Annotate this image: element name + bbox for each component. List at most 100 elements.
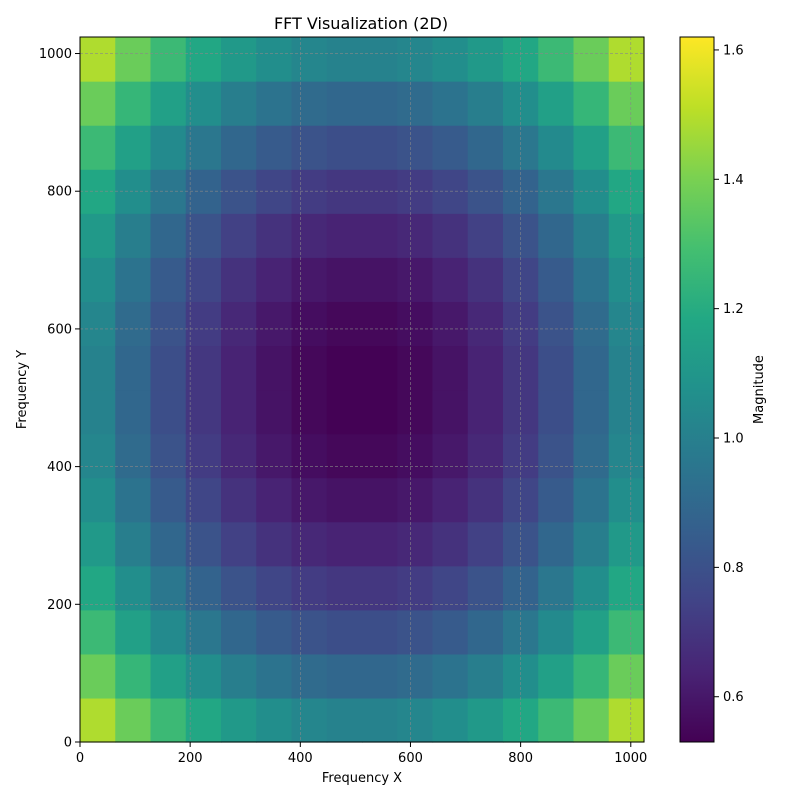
heatmap-cell [150,213,187,258]
heatmap-cell [467,213,504,258]
heatmap-cell [608,257,645,302]
heatmap-cell [150,521,187,567]
heatmap-cell [185,609,222,655]
heatmap-cells [80,37,645,743]
heatmap-cell [397,301,434,347]
heatmap-cell [150,477,187,523]
heatmap-cell [221,565,257,611]
heatmap-cell [397,565,434,611]
heatmap-cell [326,609,363,655]
heatmap-cell [221,81,257,126]
heatmap-cell [221,257,257,302]
heatmap-cell [115,345,152,391]
heatmap-cell [150,81,187,126]
heatmap-cell [432,653,469,699]
chart-title: FFT Visualization (2D) [274,14,448,33]
x-axis-label: Frequency X [322,771,402,786]
heatmap-cell [150,653,187,699]
heatmap-cell [150,125,187,170]
x-tick-label: 200 [178,751,203,766]
heatmap-cell [538,37,575,82]
heatmap-cell [432,345,469,391]
heatmap-cell [573,521,610,567]
heatmap-cell [291,301,328,347]
heatmap-cell [608,389,645,435]
heatmap-cell [185,697,222,743]
heatmap-cell [80,301,116,347]
heatmap-cell [608,697,645,743]
heatmap-cell [432,433,469,479]
heatmap-cell [538,433,575,479]
heatmap-cell [221,213,257,258]
heatmap-cell [573,477,610,523]
heatmap-cell [115,257,152,302]
heatmap-cell [221,653,257,699]
x-tick-label: 800 [508,751,533,766]
heatmap-cell [326,345,363,391]
x-tick-label: 600 [398,751,423,766]
heatmap-cell [362,213,398,258]
heatmap-cell [115,213,152,258]
heatmap-cell [432,213,469,258]
heatmap-cell [608,609,645,655]
heatmap-cell [185,389,222,435]
y-tick-label: 0 [64,736,72,751]
heatmap-cell [503,697,539,743]
heatmap-cell [326,125,363,170]
heatmap-cell [150,565,187,611]
heatmap-cell [115,433,152,479]
heatmap-cell [467,257,504,302]
heatmap-cell [573,609,610,655]
heatmap-cell [397,345,434,391]
heatmap-cell [362,125,398,170]
plot-frame [79,36,645,743]
heatmap-cell [115,81,152,126]
colorbar-tick-label: 1.6 [723,43,744,58]
heatmap-cell [362,565,398,611]
heatmap-cell [397,257,434,302]
heatmap-cell [115,653,152,699]
heatmap-cell [221,37,257,82]
heatmap-cell [397,477,434,523]
heatmap-cell [115,389,152,435]
heatmap-cell [503,653,539,699]
heatmap-cell [467,433,504,479]
heatmap-cell [115,125,152,170]
heatmap-cell [115,477,152,523]
heatmap-cell [432,477,469,523]
colorbar-tick-label: 0.8 [723,561,744,576]
y-tick-label: 1000 [39,47,72,62]
heatmap-cell [291,257,328,302]
heatmap-cell [80,653,116,699]
heatmap-cell [608,433,645,479]
heatmap-cell [185,345,222,391]
heatmap-cell [608,301,645,347]
heatmap-cell [291,521,328,567]
heatmap-cell [573,213,610,258]
heatmap-cell [291,565,328,611]
heatmap-cell [362,81,398,126]
heatmap-cell [150,389,187,435]
heatmap-cell [538,345,575,391]
heatmap-cell [115,37,152,82]
heatmap-cell [573,433,610,479]
heatmap-cell [573,653,610,699]
heatmap-cell [362,697,398,743]
heatmap-cell [326,565,363,611]
colorbar-tick-label: 1.0 [723,432,744,447]
heatmap-cell [80,389,116,435]
heatmap-cell [256,301,293,347]
heatmap-cell [608,521,645,567]
heatmap-cell [467,37,504,82]
heatmap-cell [538,477,575,523]
heatmap-cell [326,213,363,258]
heatmap-cell [221,521,257,567]
heatmap-cell [115,565,152,611]
heatmap-cell [221,389,257,435]
heatmap-cell [432,521,469,567]
heatmap-cell [256,653,293,699]
heatmap-cell [397,213,434,258]
heatmap-cell [150,301,187,347]
heatmap-cell [185,653,222,699]
heatmap-cell [608,345,645,391]
